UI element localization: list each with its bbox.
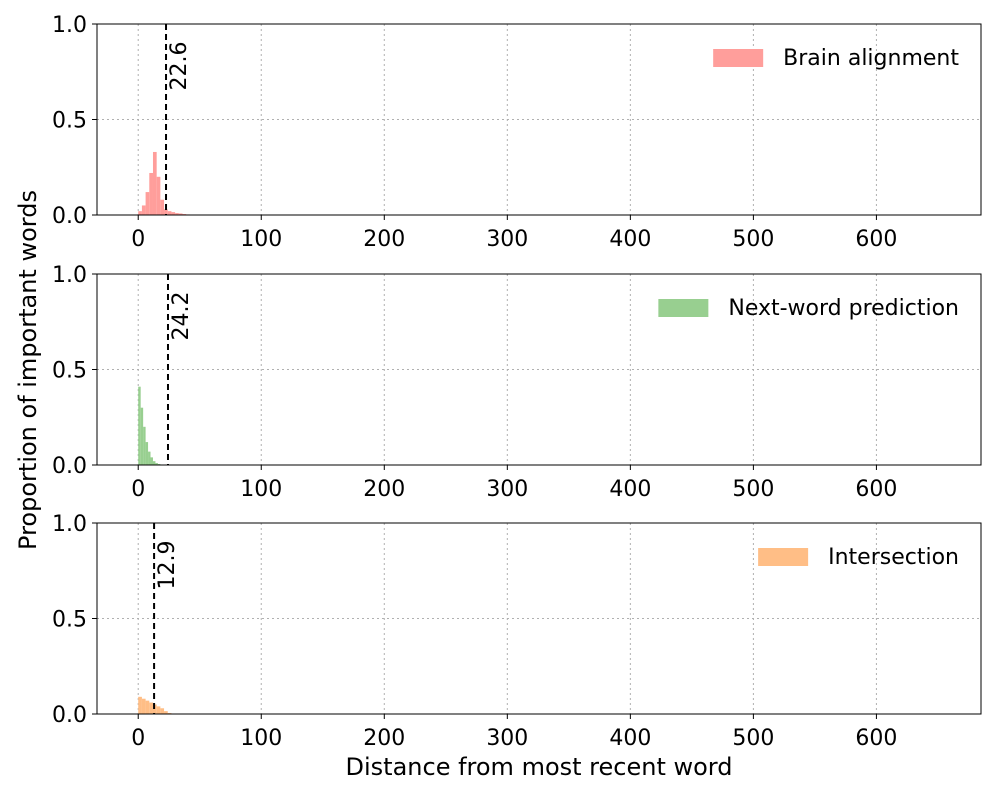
bar bbox=[138, 211, 142, 215]
bar bbox=[152, 704, 157, 714]
bar bbox=[171, 212, 176, 215]
bar bbox=[175, 213, 179, 215]
y-tick-label: 0.0 bbox=[52, 204, 87, 229]
x-tick-label: 0 bbox=[131, 477, 145, 502]
legend-swatch bbox=[713, 49, 764, 67]
y-tick-label: 1.0 bbox=[52, 512, 87, 537]
x-tick-label: 100 bbox=[240, 726, 282, 751]
bar bbox=[150, 457, 153, 465]
bar bbox=[138, 696, 142, 714]
bar bbox=[152, 151, 157, 215]
bar bbox=[149, 172, 153, 215]
bar bbox=[140, 407, 144, 465]
x-tick-label: 0 bbox=[131, 726, 145, 751]
bar bbox=[164, 209, 168, 215]
axes-frame bbox=[96, 23, 982, 216]
bar bbox=[138, 386, 141, 465]
bar bbox=[155, 463, 158, 465]
bar bbox=[141, 698, 146, 714]
y-tick-label: 1.0 bbox=[52, 263, 87, 288]
y-tick-label: 1.0 bbox=[52, 13, 87, 38]
y-tick-label: 0.0 bbox=[52, 703, 87, 728]
x-tick-label: 500 bbox=[732, 726, 774, 751]
x-tick-label: 600 bbox=[855, 477, 897, 502]
bar bbox=[156, 706, 161, 714]
x-tick-label: 200 bbox=[363, 227, 405, 252]
median-label: 22.6 bbox=[167, 42, 192, 91]
x-axis-label: Distance from most recent word bbox=[346, 753, 733, 781]
x-tick-label: 500 bbox=[732, 477, 774, 502]
x-tick-label: 200 bbox=[363, 477, 405, 502]
legend-label: Intersection bbox=[828, 545, 959, 570]
bar bbox=[156, 176, 161, 215]
legend-label: Brain alignment bbox=[783, 46, 959, 71]
bar bbox=[143, 426, 146, 465]
y-tick-label: 0.5 bbox=[52, 109, 87, 134]
bar bbox=[145, 192, 150, 215]
legend-label: Next-word prediction bbox=[728, 296, 959, 321]
bar bbox=[160, 708, 165, 714]
y-axis-label: Proportion of important words bbox=[14, 190, 42, 550]
median-label: 12.9 bbox=[155, 541, 180, 590]
x-tick-label: 300 bbox=[486, 477, 528, 502]
bar bbox=[160, 199, 165, 215]
bar bbox=[141, 205, 146, 215]
bar bbox=[145, 700, 150, 714]
bar bbox=[152, 461, 156, 465]
y-tick-label: 0.5 bbox=[52, 608, 87, 633]
bar bbox=[178, 213, 183, 215]
axes-frame bbox=[96, 273, 982, 466]
legend-swatch bbox=[658, 299, 709, 317]
x-tick-label: 400 bbox=[609, 726, 651, 751]
y-tick-label: 0.0 bbox=[52, 454, 87, 479]
x-tick-label: 300 bbox=[486, 726, 528, 751]
x-tick-label: 100 bbox=[240, 477, 282, 502]
axes-frame bbox=[96, 522, 982, 715]
x-tick-label: 0 bbox=[131, 227, 145, 252]
x-tick-label: 500 bbox=[732, 227, 774, 252]
x-tick-label: 600 bbox=[855, 227, 897, 252]
x-tick-label: 100 bbox=[240, 227, 282, 252]
bar bbox=[148, 451, 151, 465]
x-tick-label: 400 bbox=[609, 227, 651, 252]
x-tick-label: 600 bbox=[855, 726, 897, 751]
bar bbox=[164, 711, 168, 714]
median-label: 24.2 bbox=[169, 292, 194, 341]
x-tick-label: 400 bbox=[609, 477, 651, 502]
y-tick-label: 0.5 bbox=[52, 359, 87, 384]
bar bbox=[167, 211, 172, 215]
x-tick-label: 300 bbox=[486, 227, 528, 252]
bar bbox=[145, 442, 149, 465]
bar bbox=[149, 702, 153, 714]
x-tick-label: 200 bbox=[363, 726, 405, 751]
legend-swatch bbox=[758, 548, 809, 566]
